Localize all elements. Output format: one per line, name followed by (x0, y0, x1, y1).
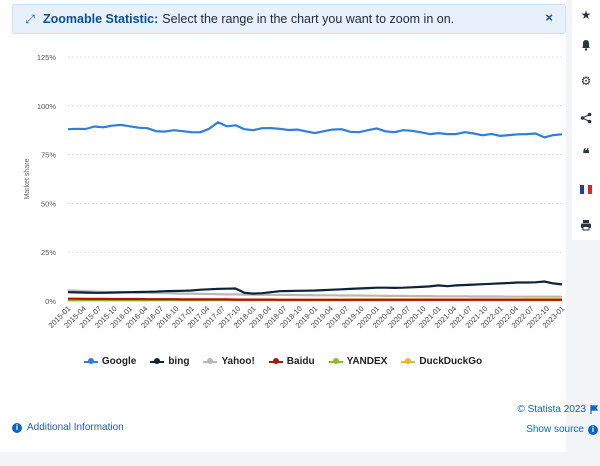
star-icon[interactable]: ★ (580, 8, 592, 22)
y-tick-label: 25% (41, 248, 56, 257)
legend-label: Baidu (286, 356, 315, 367)
banner-text: Select the range in the chart you want t… (162, 12, 455, 26)
legend-swatch (150, 358, 165, 364)
close-banner-button[interactable]: × (545, 10, 553, 25)
show-source-link[interactable]: Show source i (526, 424, 598, 435)
legend-item-yahoo[interactable]: Yahoo! (203, 356, 255, 367)
legend-swatch (401, 358, 416, 364)
additional-information-link[interactable]: i Additional Information (12, 422, 124, 433)
series-line-baidu[interactable] (68, 297, 562, 301)
y-tick-label: 50% (41, 199, 56, 208)
action-sidebar: ★ ⚙ ❝ (572, 0, 600, 240)
copyright-note[interactable]: © Statista 2023 (517, 404, 598, 415)
statistic-card: ⤢ Zoomable Statistic: Select the range i… (0, 0, 566, 452)
legend-item-bing[interactable]: bing (150, 356, 189, 367)
legend-swatch (83, 358, 98, 364)
market-share-chart[interactable]: 0%25%50%75%100%125%Market share2015-0120… (0, 40, 566, 340)
flag-small-icon (590, 405, 598, 414)
zoom-arrows-icon: ⤢ (25, 11, 35, 26)
bell-icon[interactable] (572, 30, 600, 60)
france-flag-icon[interactable] (572, 174, 600, 204)
gear-icon[interactable]: ⚙ (580, 74, 592, 88)
y-tick-label: 100% (37, 102, 57, 111)
banner-title: Zoomable Statistic: (43, 12, 159, 26)
y-tick-label: 0% (45, 297, 56, 306)
series-line-bing[interactable] (67, 280, 563, 295)
additional-information-label: Additional Information (27, 422, 124, 433)
y-axis-label: Market share (24, 158, 31, 199)
share-icon[interactable] (572, 103, 600, 133)
legend-label: Yahoo! (221, 356, 255, 367)
legend-label: DuckDuckGo (419, 356, 483, 367)
print-icon[interactable] (572, 210, 600, 240)
legend-swatch (268, 358, 283, 364)
legend-label: bing (168, 356, 190, 367)
legend-item-google[interactable]: Google (83, 356, 137, 367)
copyright-text: © Statista 2023 (517, 404, 586, 415)
show-source-label: Show source (526, 424, 584, 435)
legend-item-yandex[interactable]: YANDEX (328, 356, 388, 367)
quote-icon[interactable]: ❝ (582, 146, 590, 161)
zoom-banner: ⤢ Zoomable Statistic: Select the range i… (12, 4, 566, 34)
chart-legend: Google bing Yahoo! Baidu YANDEX DuckDuckGo (0, 356, 566, 367)
series-line-google[interactable] (67, 121, 563, 139)
legend-swatch (203, 358, 218, 364)
y-tick-label: 125% (37, 53, 57, 62)
info-icon: i (12, 422, 22, 433)
legend-label: Google (101, 356, 137, 367)
legend-swatch (328, 358, 343, 364)
legend-item-duckduckgo[interactable]: DuckDuckGo (401, 356, 482, 367)
legend-label: YANDEX (346, 356, 388, 367)
info-icon: i (588, 424, 598, 435)
legend-item-baidu[interactable]: Baidu (268, 356, 315, 367)
series-line-yahoo[interactable] (67, 289, 562, 298)
y-tick-label: 75% (41, 151, 56, 160)
